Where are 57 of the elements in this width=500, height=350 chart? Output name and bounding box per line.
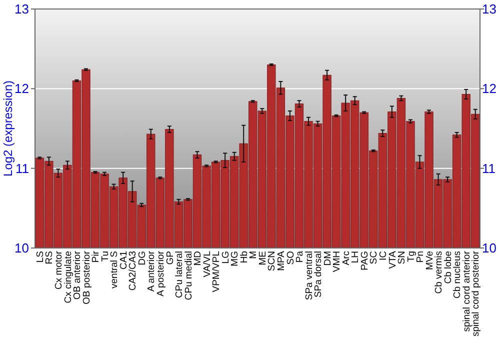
x-tick-label: SN <box>396 250 408 264</box>
y2-tick-label: 12 <box>482 81 496 96</box>
x-tick-label: OB anterior <box>72 251 84 300</box>
x-tick-label: Pir <box>90 251 102 263</box>
x-tick-label: SPa ventral <box>304 251 315 300</box>
x-tick-label: MPA <box>276 250 287 271</box>
x-tick-label: SO <box>285 251 296 265</box>
x-tick-label: Arc <box>340 250 352 266</box>
x-tick-label: A posterior <box>155 251 166 296</box>
x-tick-label: Hb <box>238 251 250 264</box>
x-tick-label: OB posterior <box>81 251 92 304</box>
y2-tick-label: 10 <box>482 240 496 256</box>
x-tick-label: VA/VL <box>202 251 213 278</box>
x-tick-label: DM <box>322 250 334 266</box>
x-tick-label: CA2/CA3 <box>128 251 139 291</box>
x-tick-label: SPa dorsal <box>313 251 324 298</box>
y-tick-label: 12 <box>14 81 29 96</box>
x-tick-label: Cb vermis <box>434 250 445 294</box>
x-tick-label: MD <box>192 250 204 266</box>
x-tick-label: Cx motor <box>54 251 64 290</box>
x-tick-label: Cx cingulate <box>62 251 74 304</box>
x-tick-label: spinal cord anterior <box>461 251 472 332</box>
y-tick-label: 10 <box>14 240 29 256</box>
x-tick-label: Cb nucleus <box>452 250 464 299</box>
x-tick-label: LH <box>350 250 362 264</box>
x-tick-label: MG <box>230 251 241 266</box>
x-tick-label: Cb lobe <box>442 251 454 284</box>
x-tick-label: ventral S <box>109 251 120 288</box>
x-tick-label: M <box>248 250 260 259</box>
x-tick-label: spinal cord posterior <box>470 251 482 337</box>
x-tick-label: CPu lateral <box>174 251 186 298</box>
x-tick-label: Tu <box>100 251 111 262</box>
x-tick-label: A anterior <box>146 251 158 292</box>
x-tick-label: ME <box>257 251 268 266</box>
x-tick-label: IC <box>378 250 389 260</box>
x-tick-label: RS <box>44 251 56 264</box>
x-tick-label: SC <box>368 250 380 264</box>
x-tick-label: GP <box>164 251 176 265</box>
x-tick-label: LS <box>34 251 46 263</box>
x-tick-label: Tg <box>406 251 417 262</box>
x-tick-label: CPu medial <box>183 251 194 300</box>
x-tick-label: Pa <box>294 250 306 263</box>
x-tick-label: CA1 <box>118 251 130 270</box>
x-tick-label: SCN <box>266 250 278 272</box>
y2-tick-label: 11 <box>482 160 496 176</box>
x-tick-label: VMH <box>332 250 343 272</box>
x-tick-label: VPM/VPL <box>211 251 222 292</box>
y-tick-label: 13 <box>14 2 29 17</box>
x-tick-label: LG <box>220 251 232 264</box>
y-axis-title: Log2 (expression) <box>1 80 15 177</box>
x-tick-label: DG <box>136 251 148 266</box>
x-tick-label: MVe <box>424 251 436 270</box>
y-tick-label: 11 <box>16 160 29 176</box>
x-tick-label: PAG <box>359 251 370 270</box>
x-tick-label: Pn <box>415 251 426 263</box>
x-tick-label: VTA <box>387 250 398 269</box>
y2-tick-label: 13 <box>482 2 496 17</box>
